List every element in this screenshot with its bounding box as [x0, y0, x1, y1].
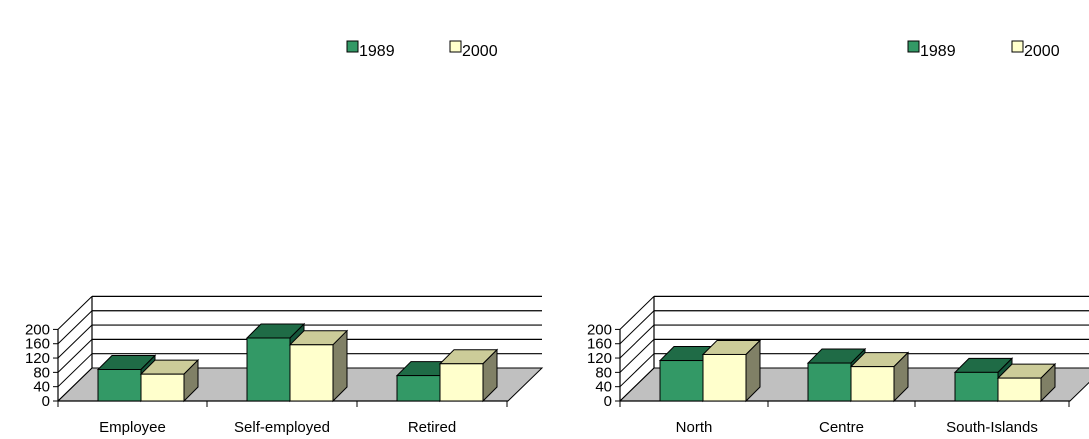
bar — [850, 366, 895, 402]
y-tick-label: 120 — [25, 350, 50, 367]
bar — [140, 373, 185, 402]
depth-line — [619, 310, 655, 345]
depth-line — [57, 296, 93, 330]
bar — [807, 362, 852, 402]
y-tick-label: 40 — [595, 379, 612, 396]
bar — [997, 377, 1042, 402]
depth-line — [619, 324, 655, 359]
bar — [97, 368, 142, 402]
x-category-label: North — [676, 419, 713, 436]
legend-swatch — [449, 40, 462, 53]
bar — [396, 375, 441, 402]
bar — [289, 344, 334, 402]
y-tick-label: 160 — [587, 336, 612, 353]
depth-line — [57, 310, 93, 345]
depth-line — [57, 353, 93, 388]
legend-swatch — [1011, 40, 1024, 53]
depth-line — [619, 367, 655, 402]
y-tick-label: 200 — [587, 321, 612, 338]
legend-label: 1989 — [920, 43, 956, 60]
x-category-label: Centre — [819, 419, 864, 436]
depth-line — [619, 353, 655, 388]
y-tick-label: 200 — [25, 321, 50, 338]
x-category-label: Self-employed — [234, 419, 330, 436]
y-tick-label: 40 — [33, 379, 50, 396]
y-tick-label: 0 — [604, 393, 612, 410]
bar — [702, 353, 747, 402]
depth-line — [619, 339, 655, 373]
legend-swatch — [907, 40, 920, 53]
x-category-label: Employee — [99, 419, 166, 436]
bar — [954, 371, 999, 402]
y-tick-label: 120 — [587, 350, 612, 367]
y-tick-label: 80 — [33, 364, 50, 381]
legend-label: 2000 — [462, 43, 498, 60]
legend-label: 1989 — [359, 43, 395, 60]
y-tick-label: 160 — [25, 336, 50, 353]
y-tick-label: 0 — [42, 393, 50, 410]
bar — [439, 363, 484, 402]
bar — [659, 360, 704, 402]
depth-line — [57, 339, 93, 373]
depth-line — [619, 296, 655, 330]
x-category-label: South-Islands — [946, 419, 1038, 436]
legend-label: 2000 — [1024, 43, 1060, 60]
legend-swatch — [346, 40, 359, 53]
depth-line — [57, 367, 93, 402]
depth-line — [57, 324, 93, 359]
x-category-label: Retired — [408, 419, 456, 436]
y-tick-label: 80 — [595, 364, 612, 381]
bar — [246, 337, 291, 402]
